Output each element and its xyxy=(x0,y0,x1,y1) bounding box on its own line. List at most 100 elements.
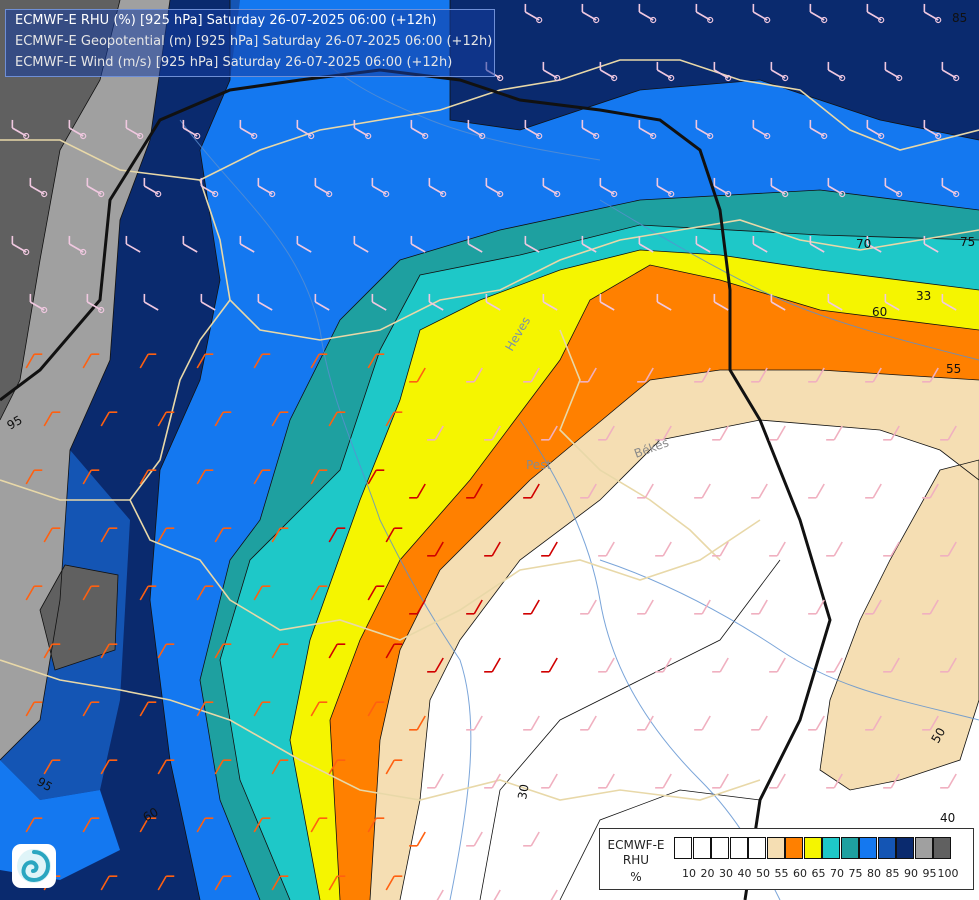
wind-barb-icon xyxy=(385,759,403,775)
contour-label: 50 xyxy=(928,725,948,745)
wind-barb-icon xyxy=(25,469,43,485)
wind-barb-icon xyxy=(580,599,597,615)
wind-barb-icon xyxy=(296,235,312,253)
wind-barb-icon xyxy=(656,61,675,82)
wind-barb-icon xyxy=(581,3,600,24)
wind-barb-icon xyxy=(523,367,540,383)
wind-barb-icon xyxy=(826,425,843,441)
wind-barbs xyxy=(11,3,960,900)
wind-barb-icon xyxy=(940,657,957,673)
legend-tick-label: 20 xyxy=(700,867,715,880)
wind-barb-icon xyxy=(271,875,289,891)
wind-barb-icon xyxy=(581,235,597,253)
wind-barb-icon xyxy=(484,541,501,557)
wind-barb-icon xyxy=(883,425,900,441)
legend-swatch xyxy=(859,837,877,859)
wind-barb-icon xyxy=(923,235,939,253)
wind-barb-icon xyxy=(100,643,118,659)
wind-barb-icon xyxy=(524,3,543,24)
wind-barb-icon xyxy=(865,715,882,731)
wind-barb-icon xyxy=(695,235,711,253)
wind-barb-icon xyxy=(865,483,882,499)
wind-barb-icon xyxy=(253,701,271,717)
wind-barb-icon xyxy=(523,831,540,847)
rhu-band-dry xyxy=(400,420,979,900)
wind-barb-icon xyxy=(638,3,657,24)
wind-barb-icon xyxy=(655,773,672,789)
legend-tick-label: 40 xyxy=(737,867,752,880)
wind-barb-icon xyxy=(865,599,882,615)
rhu-band-90-west xyxy=(0,0,230,900)
wind-barb-icon xyxy=(826,773,843,789)
wind-barb-icon xyxy=(385,411,403,427)
wind-barb-icon xyxy=(182,235,198,253)
wind-barb-icon xyxy=(196,701,214,717)
wind-barb-icon xyxy=(427,541,444,557)
wind-barb-icon xyxy=(923,119,942,140)
wind-barb-icon xyxy=(328,411,346,427)
wind-barb-icon xyxy=(883,541,900,557)
wind-barb-icon xyxy=(808,715,825,731)
wind-barb-icon xyxy=(253,469,271,485)
wind-barb-icon xyxy=(542,61,561,82)
wind-barb-icon xyxy=(940,541,957,557)
wind-barb-icon xyxy=(200,177,219,198)
wind-barb-icon xyxy=(638,119,657,140)
wind-barb-icon xyxy=(769,657,786,673)
wind-barb-icon xyxy=(491,889,501,900)
wind-barb-icon xyxy=(922,599,939,615)
rhu-band-55-east xyxy=(820,460,979,790)
wind-barb-icon xyxy=(367,701,385,717)
wind-barb-icon xyxy=(253,353,271,369)
rhu-band-55 xyxy=(370,370,979,900)
wind-barb-icon xyxy=(466,367,483,383)
legend-swatch xyxy=(766,837,785,859)
contour-label: 55 xyxy=(946,362,961,376)
wind-barb-icon xyxy=(157,643,175,659)
wind-barb-icon xyxy=(941,177,960,198)
wind-barb-icon xyxy=(253,817,271,833)
wind-barb-icon xyxy=(713,293,729,311)
wind-barb-icon xyxy=(100,411,118,427)
legend-swatch xyxy=(877,837,896,859)
wind-barb-icon xyxy=(139,353,157,369)
wind-barb-icon xyxy=(694,715,711,731)
legend-swatch xyxy=(692,837,711,859)
wind-barb-icon xyxy=(637,599,654,615)
wind-barb-icon xyxy=(257,293,273,311)
wind-barb-icon xyxy=(328,759,346,775)
wind-barb-icon xyxy=(751,715,768,731)
wind-barb-icon xyxy=(598,773,615,789)
wind-barb-icon xyxy=(310,817,328,833)
wind-barb-icon xyxy=(371,293,387,311)
wind-barb-icon xyxy=(314,177,333,198)
wind-barb-icon xyxy=(239,235,255,253)
contour-label: 60 xyxy=(872,305,887,319)
wind-barb-icon xyxy=(752,119,771,140)
legend-tick-label: 80 xyxy=(867,867,881,880)
wind-barb-icon xyxy=(43,411,61,427)
wind-barb-icon xyxy=(385,527,403,543)
contour-label: 60 xyxy=(141,805,161,825)
wind-barb-icon xyxy=(367,817,385,833)
wind-barb-icon xyxy=(883,773,900,789)
wind-barb-icon xyxy=(143,177,162,198)
wind-barb-icon xyxy=(940,773,957,789)
wind-barb-icon xyxy=(809,119,828,140)
contour-label: 95 xyxy=(5,413,25,433)
legend-tick-label: 100 xyxy=(937,867,959,880)
wind-barb-icon xyxy=(922,483,939,499)
wind-barb-icon xyxy=(466,483,483,499)
wind-barb-icon xyxy=(410,119,429,140)
wind-barb-icon xyxy=(409,831,426,847)
wind-barb-icon xyxy=(655,425,672,441)
wind-barb-icon xyxy=(68,119,87,140)
contour-label: 30 xyxy=(515,783,531,800)
wind-barb-icon xyxy=(196,353,214,369)
legend-swatch xyxy=(785,837,803,859)
map-title-panel: ECMWF-E RHU (%) [925 hPa] Saturday 26-07… xyxy=(5,9,495,77)
wind-barb-icon xyxy=(541,773,558,789)
wind-barb-icon xyxy=(770,293,786,311)
wind-barb-icon xyxy=(866,119,885,140)
